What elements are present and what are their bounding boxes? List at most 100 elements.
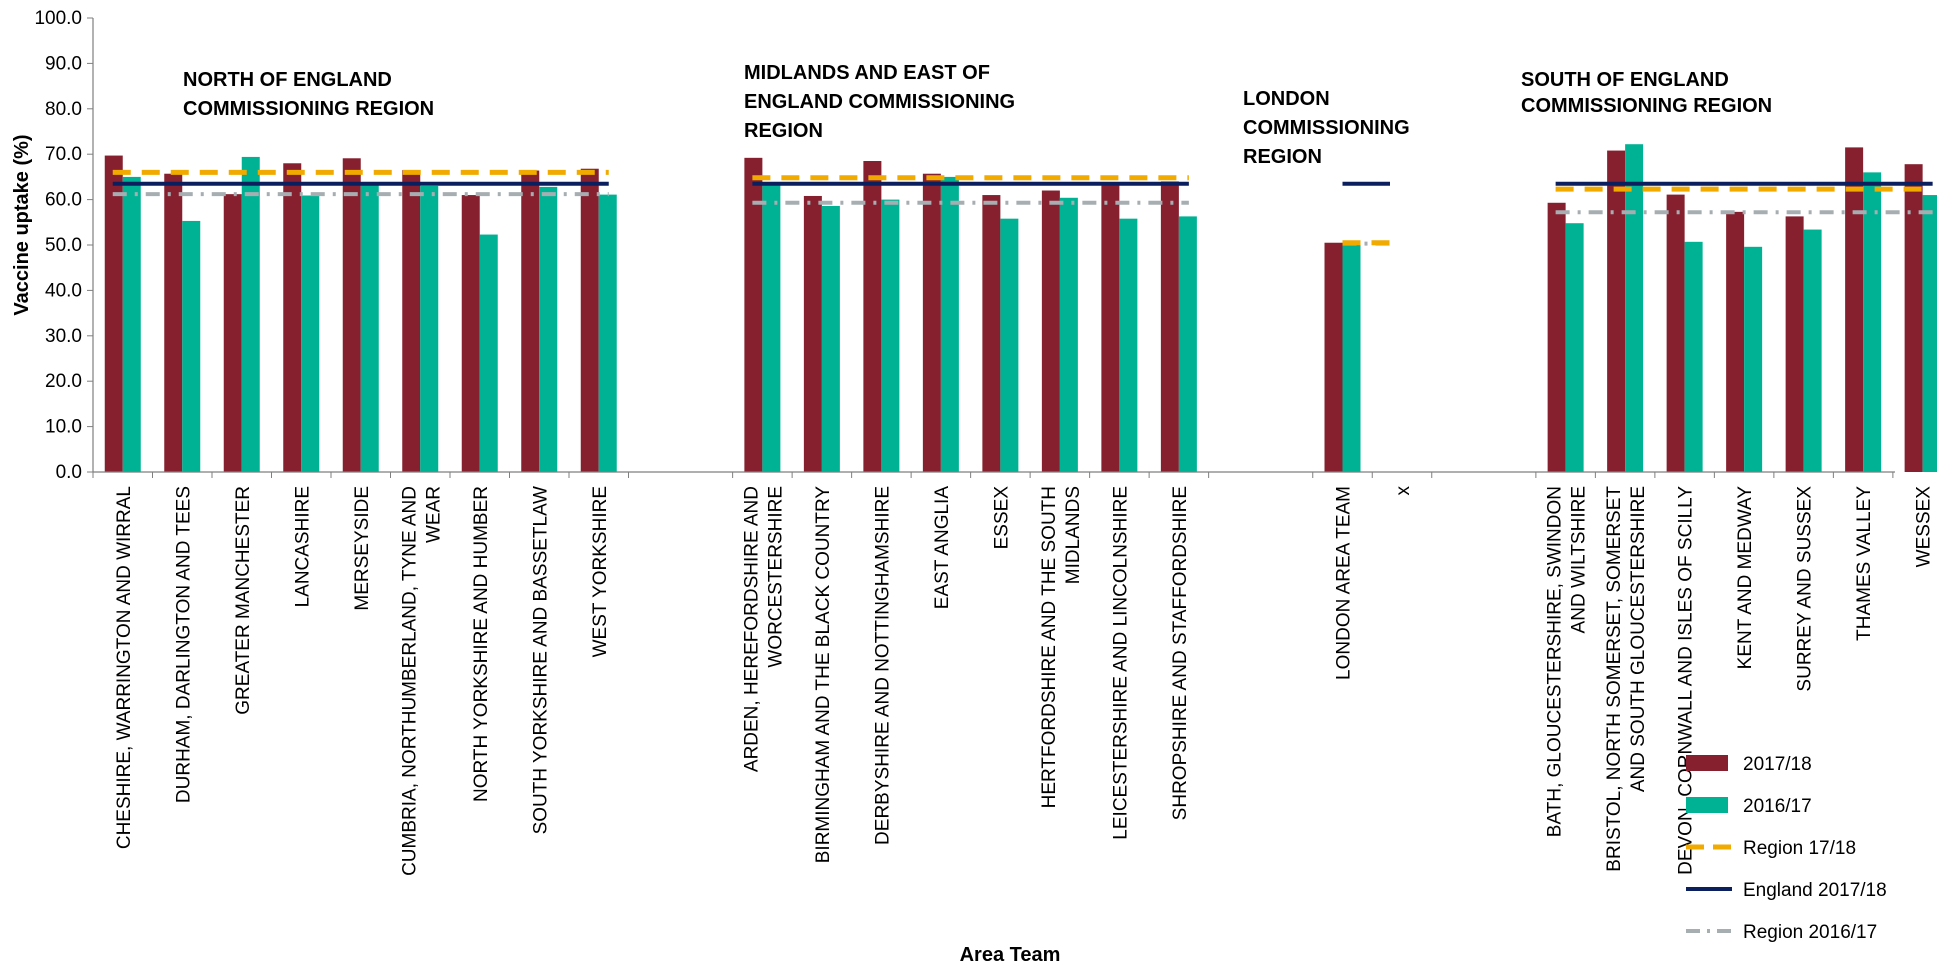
bar-2016-17 (881, 199, 900, 472)
legend-label: Region 2016/17 (1743, 922, 1877, 943)
category-label: THAMES VALLEY (1854, 486, 1875, 641)
reference-lines (112, 169, 1933, 246)
bar-2016-17 (1178, 216, 1197, 472)
region-titles: NORTH OF ENGLAND COMMISSIONING REGION MIDL… (183, 62, 1772, 168)
bar-2016-17 (301, 195, 320, 472)
category-label: CUMBRIA, NORTHUMBERLAND, TYNE AND (399, 486, 420, 876)
category-label: WEST YORKSHIRE (590, 486, 611, 657)
category-label: AND SOUTH GLOUCESTERSHIRE (1628, 486, 1649, 792)
bar-2016-17 (762, 185, 781, 472)
category-label-group: CHESHIRE, WARRINGTON AND WIRRAL (114, 486, 135, 849)
category-label-group: BRISTOL, NORTH SOMERSET, SOMERSET AND SOU… (1604, 486, 1649, 872)
y-tick-label: 60.0 (45, 190, 82, 211)
bar-2016-17 (1059, 197, 1078, 472)
category-label: WORCESTERSHIRE (765, 486, 786, 668)
legend-swatch (1686, 755, 1728, 771)
category-label: DURHAM, DARLINGTON AND TEES (173, 486, 194, 803)
y-tick-label: 40.0 (45, 280, 82, 301)
bar-2016-17 (598, 194, 617, 472)
bar-2017-18 (803, 195, 822, 472)
category-label-group: KENT AND MEDWAY (1735, 486, 1756, 670)
bar-2017-18 (580, 168, 599, 472)
category-label-group: LEICESTERSHIRE AND LINCOLNSHIRE (1110, 486, 1131, 840)
bar-2016-17 (1922, 195, 1937, 472)
y-tick-label: 80.0 (45, 99, 82, 120)
bar-2016-17 (1625, 144, 1644, 472)
category-label: LONDON AREA TEAM (1334, 486, 1355, 680)
bar-2017-18 (1666, 194, 1685, 472)
category-label: SHROPSHIRE AND STAFFORDSHIRE (1170, 486, 1191, 820)
region-title: REGION (744, 120, 823, 142)
bar-2017-18 (922, 173, 941, 473)
bar-2016-17 (122, 176, 141, 472)
category-label-group: GREATER MANCHESTER (233, 486, 254, 715)
bar-2016-17 (1342, 243, 1361, 472)
category-labels: CHESHIRE, WARRINGTON AND WIRRAL DURHAM, D… (114, 486, 1935, 876)
category-label-group: DEVON, CORNWALL AND ISLES OF SCILLY (1676, 486, 1697, 875)
region-title: SOUTH OF ENGLAND (1521, 69, 1729, 91)
bar-2017-18 (104, 155, 123, 472)
category-label-group: CUMBRIA, NORTHUMBERLAND, TYNE AND WEAR (399, 486, 444, 876)
bar-2016-17 (1744, 246, 1763, 472)
bar-2016-17 (821, 205, 840, 472)
bar-2017-18 (982, 195, 1001, 472)
legend-label: Region 17/18 (1743, 838, 1856, 859)
y-tick-label: 0.0 (56, 462, 82, 483)
bar-2017-18 (342, 158, 361, 472)
category-label-group: x (1393, 486, 1414, 496)
category-label-group: WEST YORKSHIRE (590, 486, 611, 657)
category-label: MERSEYSIDE (352, 486, 373, 611)
y-tick-label: 20.0 (45, 371, 82, 392)
category-label-group: BATH, GLOUCESTERSHIRE, SWINDON AND WILTSH… (1545, 486, 1590, 837)
region-title: COMMISSIONING REGION (1521, 95, 1772, 117)
region-title: ENGLAND COMMISSIONING (744, 91, 1015, 113)
category-label: WEAR (423, 486, 444, 543)
bar-2017-18 (863, 161, 882, 472)
bar-2017-18 (744, 157, 763, 472)
legend-swatch (1686, 797, 1728, 813)
bar-2016-17 (360, 183, 379, 472)
category-label-group: SOUTH YORKSHIRE AND BASSETLAW (530, 486, 551, 834)
region-title: REGION (1243, 146, 1322, 168)
region-title: COMMISSIONING (1243, 117, 1410, 139)
bar-2016-17 (1000, 218, 1019, 472)
axes (92, 18, 1895, 478)
category-label: ESSEX (991, 486, 1012, 550)
y-axis-title: Vaccine uptake (%) (11, 134, 33, 315)
category-label-group: DERBYSHIRE AND NOTTINGHAMSHIRE (872, 486, 893, 845)
bar-2017-18 (1547, 202, 1566, 472)
legend-label: 2016/17 (1743, 796, 1812, 817)
bar-2017-18 (461, 195, 480, 472)
category-label: DEVON, CORNWALL AND ISLES OF SCILLY (1676, 486, 1697, 875)
category-label-group: EAST ANGLIA (932, 486, 953, 610)
bar-2017-18 (1324, 242, 1343, 472)
category-label: DERBYSHIRE AND NOTTINGHAMSHIRE (872, 486, 893, 845)
category-label: LANCASHIRE (292, 486, 313, 607)
bar-2017-18 (1785, 216, 1804, 472)
bar-2017-18 (1041, 190, 1060, 472)
bar-2016-17 (1565, 223, 1584, 472)
category-label-group: LANCASHIRE (292, 486, 313, 607)
bar-2017-18 (1845, 147, 1864, 472)
bar-2016-17 (420, 185, 439, 473)
category-label: ARDEN, HEREFORDSHIRE AND (741, 486, 762, 772)
y-axis-ticks: 0.0 10.0 20.0 30.0 40.0 50.0 60.0 70.0 80.0 90.0 1… (34, 8, 93, 483)
category-label: HERTFORDSHIRE AND THE SOUTH (1039, 486, 1060, 808)
bar-2017-18 (164, 173, 183, 473)
category-label: KENT AND MEDWAY (1735, 486, 1756, 670)
bar-2017-18 (402, 170, 421, 472)
bar-2017-18 (283, 163, 302, 472)
category-label-group: ARDEN, HEREFORDSHIRE AND WORCESTERSHIRE (741, 486, 786, 772)
category-label-group: WESSEX (1914, 486, 1935, 568)
category-label: SOUTH YORKSHIRE AND BASSETLAW (530, 486, 551, 834)
bar-2016-17 (1684, 241, 1703, 472)
bar-2016-17 (940, 176, 959, 472)
bar-2017-18 (1726, 211, 1745, 472)
region-title: LONDON (1243, 88, 1330, 110)
category-label: AND WILTSHIRE (1569, 486, 1590, 633)
bar-2017-18 (223, 194, 242, 473)
bar-2016-17 (1803, 229, 1822, 472)
region-title: COMMISSIONING REGION (183, 98, 434, 120)
bar-2017-18 (1160, 181, 1179, 472)
